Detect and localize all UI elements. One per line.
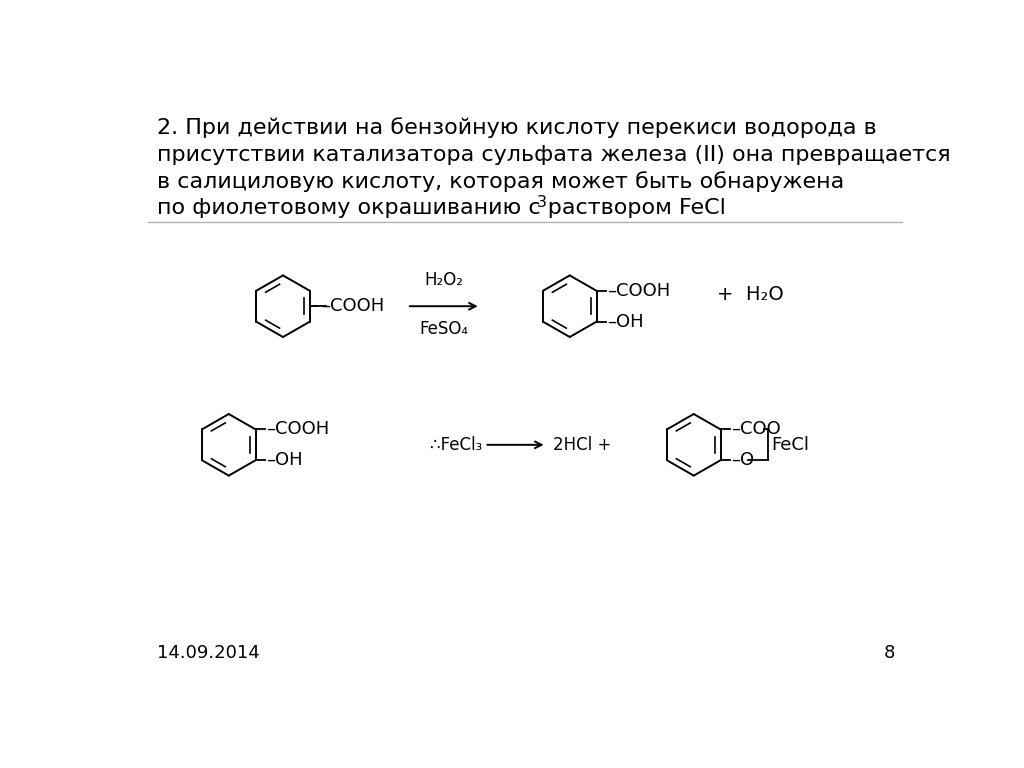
Text: 14.09.2014: 14.09.2014 (158, 644, 260, 662)
Text: FeCl: FeCl (771, 435, 809, 454)
Text: H₂O₂: H₂O₂ (424, 271, 463, 290)
Text: –OH: –OH (266, 452, 303, 469)
Text: –COOH: –COOH (607, 282, 671, 300)
Text: +  H₂O: + H₂O (717, 285, 783, 304)
Text: 8: 8 (884, 644, 895, 662)
Text: –COOH: –COOH (266, 420, 330, 439)
Text: в салициловую кислоту, которая может быть обнаружена: в салициловую кислоту, которая может быт… (158, 171, 845, 192)
Text: 3: 3 (538, 194, 547, 210)
Text: 2HCl +: 2HCl + (553, 435, 611, 454)
Text: –O: –O (731, 452, 755, 469)
Text: –COOH: –COOH (321, 297, 384, 315)
Text: FeSO₄: FeSO₄ (419, 320, 468, 338)
Text: присутствии катализатора сульфата железа (II) она превращается: присутствии катализатора сульфата железа… (158, 144, 951, 164)
Text: –OH: –OH (607, 313, 644, 330)
Text: по фиолетовому окрашиванию с раствором FeCl: по фиолетовому окрашиванию с раствором F… (158, 198, 726, 218)
Text: ∴FeCl₃: ∴FeCl₃ (430, 435, 482, 454)
Text: 2. При действии на бензойную кислоту перекиси водорода в: 2. При действии на бензойную кислоту пер… (158, 118, 878, 138)
Text: –COO: –COO (731, 420, 781, 439)
